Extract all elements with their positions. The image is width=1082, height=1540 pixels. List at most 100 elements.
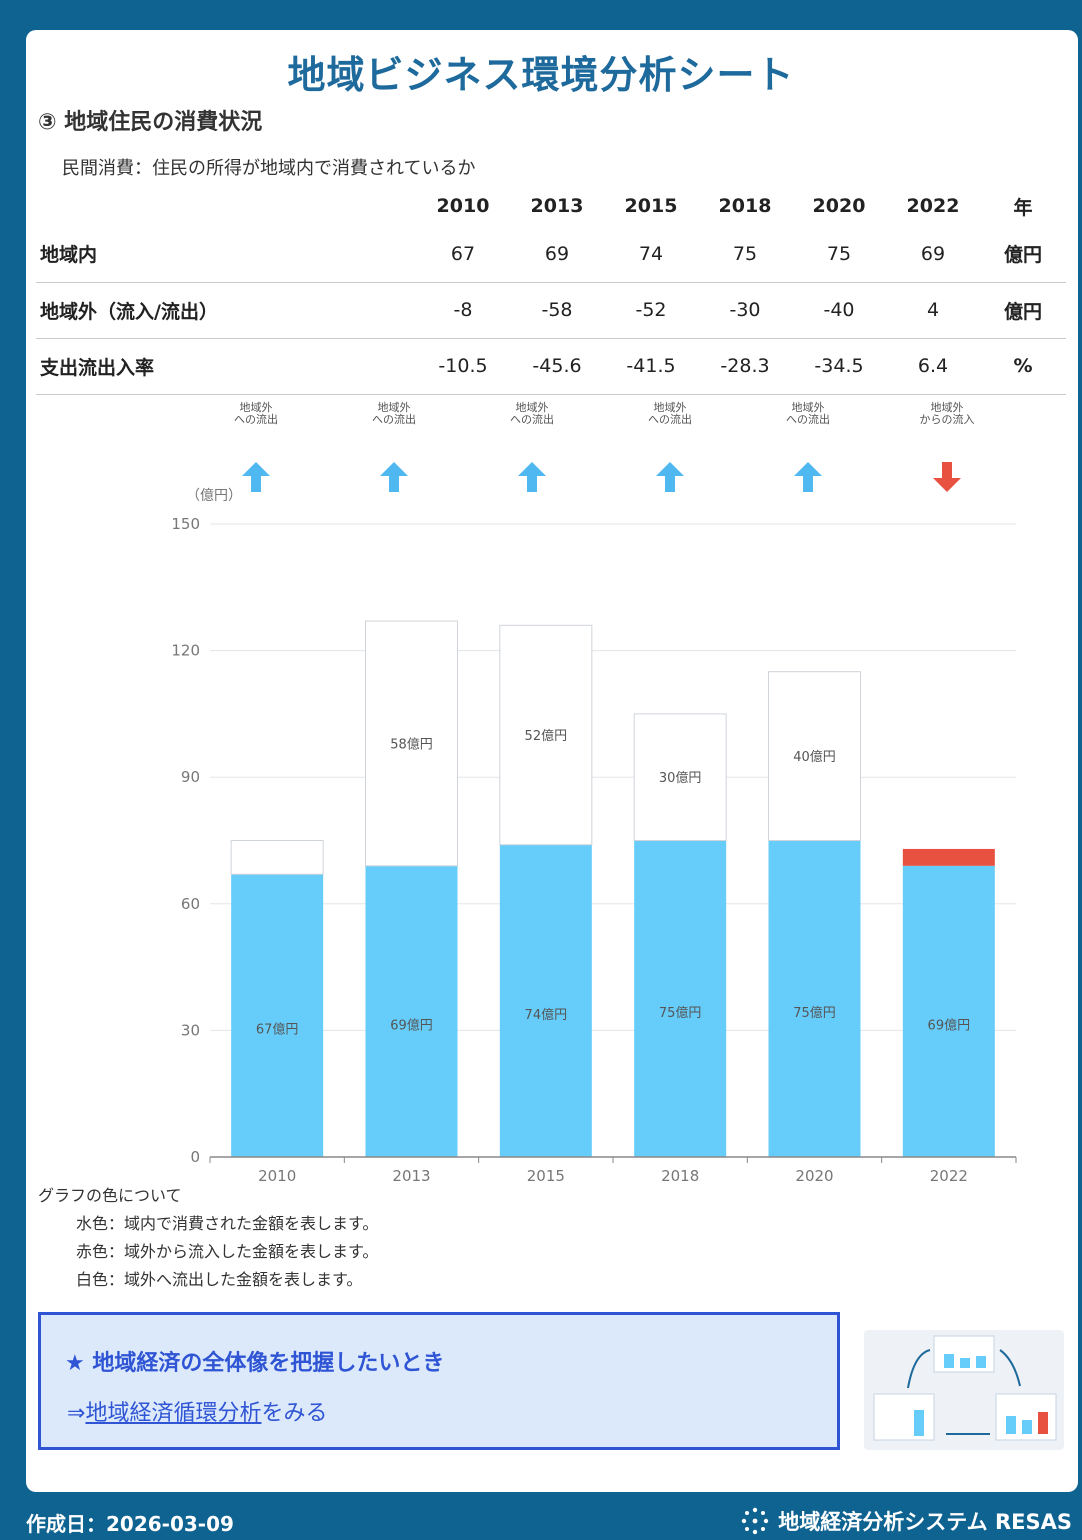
table-cell: 75 <box>792 226 886 283</box>
x-tick-label: 2020 <box>795 1167 833 1185</box>
bar-segment-outflow <box>230 840 324 875</box>
bar-segment-outflow <box>365 620 458 867</box>
flow-label: 地域外 への流出 <box>630 402 710 426</box>
regional-cycle-analysis-link[interactable]: 地域経済循環分析 <box>85 1401 262 1426</box>
data-label: 52億円 <box>525 728 568 744</box>
x-tick-label: 2010 <box>258 1167 296 1185</box>
year-header: 2013 <box>530 195 584 217</box>
table-cell: 67 <box>416 226 510 283</box>
arrow-up-icon <box>242 462 270 492</box>
section-subtitle: 民間消費：住民の所得が地域内で消費されているか <box>62 158 476 179</box>
table-row: 地域外（流入/流出） -8 -58 -52 -30 -40 4 億円 <box>36 282 1066 339</box>
section-title: ③ 地域住民の消費状況 <box>38 110 263 135</box>
cta-suffix: をみる <box>261 1401 328 1426</box>
brand-name: 地域経済分析システム RESAS <box>778 1510 1072 1534</box>
color-legend: グラフの色について 水色：域内で消費された金額を表します。 赤色：域外から流入し… <box>38 1182 378 1294</box>
year-header: 2018 <box>718 195 772 217</box>
bar-segment-inside <box>499 844 592 1157</box>
bar-segment-inside <box>768 840 861 1157</box>
table-cell: -30 <box>698 282 792 339</box>
data-label: 40億円 <box>793 749 836 765</box>
x-tick-label: 2018 <box>661 1167 699 1185</box>
y-unit-label: （億円） <box>186 488 242 504</box>
bar-segment-outflow <box>633 713 727 841</box>
data-label: 69億円 <box>928 1017 971 1033</box>
x-tick-label: 2022 <box>930 1167 968 1185</box>
row-unit: % <box>980 338 1066 395</box>
resas-logo-icon <box>742 1507 769 1535</box>
flow-label-line1: 地域外 <box>377 401 411 414</box>
data-label: 67億円 <box>256 1022 299 1038</box>
table-cell: -40 <box>792 282 886 339</box>
bar-segment-inside <box>231 874 324 1157</box>
arrow-down-icon <box>933 462 961 492</box>
data-label: 75億円 <box>659 1005 702 1021</box>
flow-label-line2: への流出 <box>648 413 692 426</box>
table-cell: 74 <box>604 226 698 283</box>
table-cell: -45.6 <box>510 338 604 395</box>
year-header: 2015 <box>624 195 678 217</box>
table-cell: -41.5 <box>604 338 698 395</box>
bar-segment-outflow <box>499 624 593 846</box>
legend-item-white: 白色：域外へ流出した金額を表します。 <box>76 1270 363 1289</box>
thumbnail-graphic <box>873 1335 1057 1441</box>
row-unit: 億円 <box>980 282 1066 339</box>
flow-label-line2: からの流入 <box>919 413 975 426</box>
arrow-up-icon <box>380 462 408 492</box>
table-cell: -8 <box>416 282 510 339</box>
y-tick-label: 60 <box>181 895 200 913</box>
x-tick-label: 2015 <box>527 1167 565 1185</box>
consumption-table: 2010 2013 2015 2018 2020 2022 年 地域内 67 6… <box>36 186 1066 395</box>
year-header: 2022 <box>906 195 960 217</box>
flow-label-line1: 地域外 <box>515 401 549 414</box>
y-tick-label: 120 <box>171 642 200 660</box>
table-cell: -28.3 <box>698 338 792 395</box>
data-label: 75億円 <box>793 1005 836 1021</box>
flow-label-line1: 地域外 <box>653 401 687 414</box>
table-cell: 6.4 <box>886 338 980 395</box>
cta-heading: ★ 地域経済の全体像を把握したいとき <box>65 1351 445 1376</box>
table-cell: 69 <box>510 226 604 283</box>
stacked-bar-chart: （億円） 0 30 60 90 120 150 67億円 2010 69億円 58億円 2013 74億… <box>171 488 1017 1185</box>
row-label: 支出流出入率 <box>36 338 416 395</box>
arrow-up-icon <box>656 462 684 492</box>
page-title: 地域ビジネス環境分析シート <box>287 53 795 97</box>
cta-line: ⇒地域経済循環分析をみる <box>67 1395 327 1427</box>
y-tick-label: 150 <box>171 515 200 533</box>
row-unit: 億円 <box>980 226 1066 283</box>
flow-label: 地域外 への流出 <box>492 402 572 426</box>
arrow-up-icon <box>518 462 546 492</box>
table-cell: 69 <box>886 226 980 283</box>
y-tick-label: 30 <box>181 1021 200 1039</box>
table-cell: -34.5 <box>792 338 886 395</box>
legend-item-red: 赤色：域外から流入した金額を表します。 <box>76 1242 379 1261</box>
data-label: 30億円 <box>659 770 702 786</box>
row-label: 地域外（流入/流出） <box>36 282 416 339</box>
row-label: 地域内 <box>36 226 416 283</box>
flow-label: 地域外 への流出 <box>354 402 434 426</box>
table-row: 地域内 67 69 74 75 75 69 億円 <box>36 226 1066 283</box>
arrow-up-icon <box>794 462 822 492</box>
flow-label-line2: への流出 <box>786 413 830 426</box>
cta-arrow: ⇒ <box>67 1401 86 1426</box>
bar-segment-outflow <box>768 671 861 841</box>
flow-label: 地域外 への流出 <box>768 402 848 426</box>
related-analysis-box: ★ 地域経済の全体像を把握したいとき ⇒地域経済循環分析をみる <box>38 1312 840 1450</box>
data-label: 74億円 <box>525 1007 568 1023</box>
table-cell: -58 <box>510 282 604 339</box>
flow-label-line2: への流出 <box>510 413 554 426</box>
x-tick-label: 2013 <box>392 1167 430 1185</box>
analysis-thumbnail-image[interactable] <box>864 1330 1064 1450</box>
bar-segment-inside <box>902 865 995 1157</box>
table-cell: -52 <box>604 282 698 339</box>
data-label: 69億円 <box>390 1017 433 1033</box>
year-header: 2010 <box>436 195 490 217</box>
year-header: 2020 <box>812 195 866 217</box>
unit-header: 年 <box>1013 196 1033 219</box>
table-row: 支出流出入率 -10.5 -45.6 -41.5 -28.3 -34.5 6.4… <box>36 338 1066 395</box>
legend-title: グラフの色について <box>38 1186 182 1205</box>
bar-segment-inside <box>634 840 727 1157</box>
legend-item-blue: 水色：域内で消費された金額を表します。 <box>76 1214 379 1233</box>
table-header-row: 2010 2013 2015 2018 2020 2022 年 <box>36 186 1066 226</box>
bar-segment-inside <box>365 865 458 1157</box>
